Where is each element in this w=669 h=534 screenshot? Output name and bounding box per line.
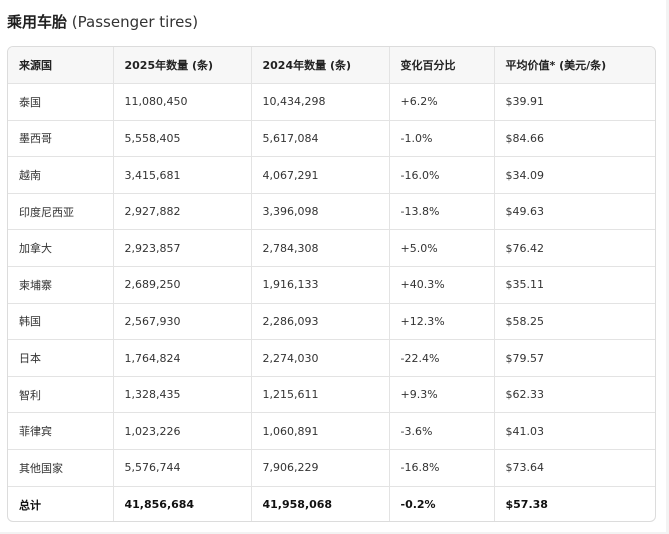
tire-import-table: 来源国 2025年数量 (条) 2024年数量 (条) 变化百分比 平均价值* … — [7, 46, 656, 522]
table-row: 柬埔寨 2,689,250 1,916,133 +40.3% $35.11 — [8, 266, 655, 304]
cell-2025-quantity: 3,415,681 — [113, 156, 252, 194]
cell-country: 印度尼西亚 — [8, 193, 114, 231]
cell-country: 泰国 — [8, 83, 114, 121]
cell-average-value: $34.09 — [494, 156, 655, 194]
title-english: (Passenger tires) — [71, 13, 199, 31]
cell-average-value: $58.25 — [494, 303, 655, 341]
cell-percent-change: -1.0% — [389, 120, 495, 158]
cell-2025-quantity: 5,558,405 — [113, 120, 252, 158]
cell-percent-change: +9.3% — [389, 376, 495, 414]
header-percent-change: 变化百分比 — [389, 47, 495, 85]
cell-average-value: $41.03 — [494, 412, 655, 451]
cell-2024-quantity: 5,617,084 — [251, 120, 390, 158]
cell-2025-quantity: 1,764,824 — [113, 339, 252, 377]
cell-2025-quantity: 2,923,857 — [113, 229, 252, 268]
total-2025-quantity: 41,856,684 — [113, 486, 252, 521]
cell-average-value: $62.33 — [494, 376, 655, 414]
cell-country: 越南 — [8, 156, 114, 194]
cell-percent-change: -16.8% — [389, 449, 495, 487]
cell-2024-quantity: 2,784,308 — [251, 229, 390, 268]
cell-country: 柬埔寨 — [8, 266, 114, 304]
cell-country: 墨西哥 — [8, 120, 114, 158]
cell-average-value: $84.66 — [494, 120, 655, 158]
table-row: 菲律宾 1,023,226 1,060,891 -3.6% $41.03 — [8, 412, 655, 451]
cell-percent-change: +5.0% — [389, 229, 495, 268]
table-row: 韩国 2,567,930 2,286,093 +12.3% $58.25 — [8, 303, 655, 341]
table-row: 泰国 11,080,450 10,434,298 +6.2% $39.91 — [8, 83, 655, 121]
cell-2025-quantity: 1,023,226 — [113, 412, 252, 451]
table-row: 其他国家 5,576,744 7,906,229 -16.8% $73.64 — [8, 449, 655, 487]
header-average-value: 平均价值* (美元/条) — [494, 47, 655, 85]
cell-2024-quantity: 1,060,891 — [251, 412, 390, 451]
table-row: 墨西哥 5,558,405 5,617,084 -1.0% $84.66 — [8, 120, 655, 158]
cell-percent-change: -3.6% — [389, 412, 495, 451]
cell-percent-change: +40.3% — [389, 266, 495, 304]
cell-2024-quantity: 1,916,133 — [251, 266, 390, 304]
cell-2024-quantity: 10,434,298 — [251, 83, 390, 121]
total-average-value: $57.38 — [505, 498, 548, 512]
total-label: 总计 — [8, 486, 114, 521]
cell-percent-change: +12.3% — [389, 303, 495, 341]
table-row: 日本 1,764,824 2,274,030 -22.4% $79.57 — [8, 339, 655, 377]
total-percent-change: -0.2% — [389, 486, 495, 521]
cell-country: 菲律宾 — [8, 412, 114, 451]
cell-average-value: $73.64 — [494, 449, 655, 487]
cell-percent-change: -13.8% — [389, 193, 495, 231]
table-row: 越南 3,415,681 4,067,291 -16.0% $34.09 — [8, 156, 655, 194]
cell-2024-quantity: 4,067,291 — [251, 156, 390, 194]
cell-2025-quantity: 2,567,930 — [113, 303, 252, 341]
header-origin-country: 来源国 — [8, 47, 114, 85]
cell-average-value: $49.63 — [494, 193, 655, 231]
cell-average-value: $35.11 — [494, 266, 655, 304]
cell-country: 其他国家 — [8, 449, 114, 487]
cell-2024-quantity: 3,396,098 — [251, 193, 390, 231]
title-chinese: 乘用车胎 — [7, 13, 68, 31]
cell-average-value: $39.91 — [494, 83, 655, 121]
cell-average-value: $76.42 — [494, 229, 655, 268]
cell-average-value: $79.57 — [494, 339, 655, 377]
header-2025-quantity: 2025年数量 (条) — [113, 47, 252, 85]
cell-2024-quantity: 2,274,030 — [251, 339, 390, 377]
cell-2024-quantity: 7,906,229 — [251, 449, 390, 487]
cell-2025-quantity: 2,689,250 — [113, 266, 252, 304]
cell-percent-change: -16.0% — [389, 156, 495, 194]
cell-country: 智利 — [8, 376, 114, 414]
header-2024-quantity: 2024年数量 (条) — [251, 47, 390, 85]
table-row: 印度尼西亚 2,927,882 3,396,098 -13.8% $49.63 — [8, 193, 655, 231]
cell-country: 加拿大 — [8, 229, 114, 268]
cell-country: 日本 — [8, 339, 114, 377]
cell-percent-change: -22.4% — [389, 339, 495, 377]
cell-2025-quantity: 5,576,744 — [113, 449, 252, 487]
table-header-row: 来源国 2025年数量 (条) 2024年数量 (条) 变化百分比 平均价值* … — [8, 47, 655, 85]
cell-2025-quantity: 2,927,882 — [113, 193, 252, 231]
cell-2024-quantity: 2,286,093 — [251, 303, 390, 341]
cell-country: 韩国 — [8, 303, 114, 341]
cell-percent-change: +6.2% — [389, 83, 495, 121]
table-total-row: 总计 41,856,684 41,958,068 -0.2% $57.38 — [8, 486, 655, 521]
cell-2024-quantity: 1,215,611 — [251, 376, 390, 414]
cell-2025-quantity: 11,080,450 — [113, 83, 252, 121]
table-row: 加拿大 2,923,857 2,784,308 +5.0% $76.42 — [8, 229, 655, 268]
cell-2025-quantity: 1,328,435 — [113, 376, 252, 414]
total-2024-quantity: 41,958,068 — [251, 486, 390, 521]
table-row: 智利 1,328,435 1,215,611 +9.3% $62.33 — [8, 376, 655, 414]
page-title: 乘用车胎 (Passenger tires) — [7, 12, 198, 32]
